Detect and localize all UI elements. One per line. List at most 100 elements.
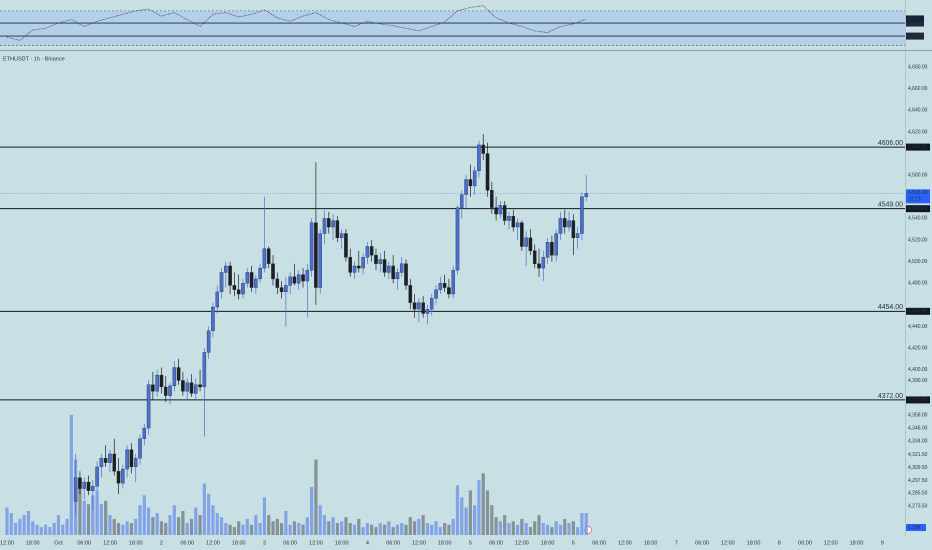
candle-body xyxy=(507,216,511,221)
x-tick-label: 18:00 xyxy=(335,540,349,546)
candle-body xyxy=(224,265,228,273)
volume-bar xyxy=(387,521,391,535)
y-tick-label: 4,334.00 xyxy=(908,438,928,444)
level-label: 4454.00 xyxy=(878,304,903,311)
volume-bar xyxy=(104,500,108,535)
volume-bar xyxy=(374,527,378,535)
candle-body xyxy=(460,194,464,208)
volume-bar xyxy=(52,523,56,535)
volume-bar xyxy=(365,523,369,535)
candle-body xyxy=(185,382,189,392)
x-tick-label: 12:00 xyxy=(721,540,735,546)
volume-bar xyxy=(537,515,541,535)
candle-body xyxy=(121,468,125,484)
candle-body xyxy=(275,278,280,288)
volume-bar xyxy=(473,505,477,535)
volume-bar xyxy=(22,515,26,535)
candle-body xyxy=(438,283,443,290)
candle-body xyxy=(146,384,151,429)
candle-body xyxy=(206,330,211,353)
candle-body xyxy=(292,276,297,284)
candle-body xyxy=(408,285,413,303)
y-tick-label: 4,580.00 xyxy=(908,173,928,179)
candle-body xyxy=(172,367,177,387)
volume-bar xyxy=(142,495,146,535)
candle-body xyxy=(391,265,395,280)
rsi-line xyxy=(6,5,587,41)
candle-body xyxy=(108,453,112,463)
level-axis-label: 4,606.00 xyxy=(908,144,928,150)
candle-body xyxy=(163,386,168,396)
x-tick-label: Oct xyxy=(54,540,63,546)
volume-bar xyxy=(249,524,254,535)
candle-body xyxy=(425,309,430,314)
candle-body xyxy=(399,263,404,273)
volume-bar xyxy=(39,527,43,535)
volume-bar xyxy=(421,515,425,535)
candle-body xyxy=(129,449,134,468)
rsi-level-box xyxy=(906,19,924,27)
y-tick-label: 4,660.00 xyxy=(908,86,928,92)
candle-body xyxy=(189,382,194,394)
x-tick-label: 06:00 xyxy=(489,540,503,546)
candle-body xyxy=(567,220,571,228)
x-tick-label: 12:00 xyxy=(515,540,529,546)
rsi-last-label: 60.72 xyxy=(908,16,921,22)
y-tick-label: 4,620.00 xyxy=(908,129,928,135)
candle-body xyxy=(309,222,314,271)
candle-body xyxy=(558,218,563,234)
volume-bar xyxy=(412,521,417,535)
rsi-level-label: 41.00 xyxy=(908,33,921,39)
candle-body xyxy=(112,453,117,472)
candle-body xyxy=(327,218,331,228)
volume-bar xyxy=(382,524,387,535)
volume-bar xyxy=(48,527,52,535)
volume-bar xyxy=(425,523,430,535)
volume-bar xyxy=(279,523,284,535)
volume-bar xyxy=(533,521,537,535)
volume-bar xyxy=(211,505,215,535)
volume-bar xyxy=(262,497,267,535)
volume-bar xyxy=(31,521,35,535)
candle-body xyxy=(301,274,305,282)
volume-bar xyxy=(65,518,69,535)
volume-bar xyxy=(305,517,309,535)
last-volume-label: 6.398 xyxy=(908,525,921,531)
candle-body xyxy=(133,458,138,468)
candle-body xyxy=(412,302,417,310)
volume-bar xyxy=(464,507,468,535)
candle-body xyxy=(99,458,104,468)
x-tick-label: 18:00 xyxy=(644,540,658,546)
candle-body xyxy=(361,257,365,269)
candle-body xyxy=(374,254,378,264)
candle-body xyxy=(176,367,181,381)
candle-body xyxy=(322,218,327,234)
volume-bar xyxy=(524,523,528,535)
volume-bar xyxy=(485,490,490,535)
candle-body xyxy=(241,283,245,295)
volume-bar xyxy=(301,524,305,535)
candle-body xyxy=(451,270,455,295)
volume-bar xyxy=(563,518,567,535)
candle-body xyxy=(545,242,550,258)
rsi-last-box xyxy=(906,15,924,23)
volume-bar xyxy=(146,507,151,535)
volume-bar xyxy=(434,521,438,535)
volume-bar xyxy=(116,523,121,535)
candle-body xyxy=(331,220,335,228)
y-tick-label: 4,285.50 xyxy=(908,491,928,497)
candle-body xyxy=(232,285,237,290)
candle-body xyxy=(168,385,172,396)
volume-bar xyxy=(503,515,507,535)
candle-body xyxy=(78,477,82,489)
y-tick-label: 4,680.00 xyxy=(908,64,928,70)
level-label: 4606.00 xyxy=(878,140,903,147)
volume-bar xyxy=(13,523,18,535)
x-tick-label: 2 xyxy=(160,540,163,546)
x-tick-label: 06:00 xyxy=(592,540,606,546)
candle-body xyxy=(249,272,254,288)
level-axis-label: 4,454.00 xyxy=(908,309,928,315)
volume-bar xyxy=(267,515,271,535)
candle-body xyxy=(236,289,241,295)
